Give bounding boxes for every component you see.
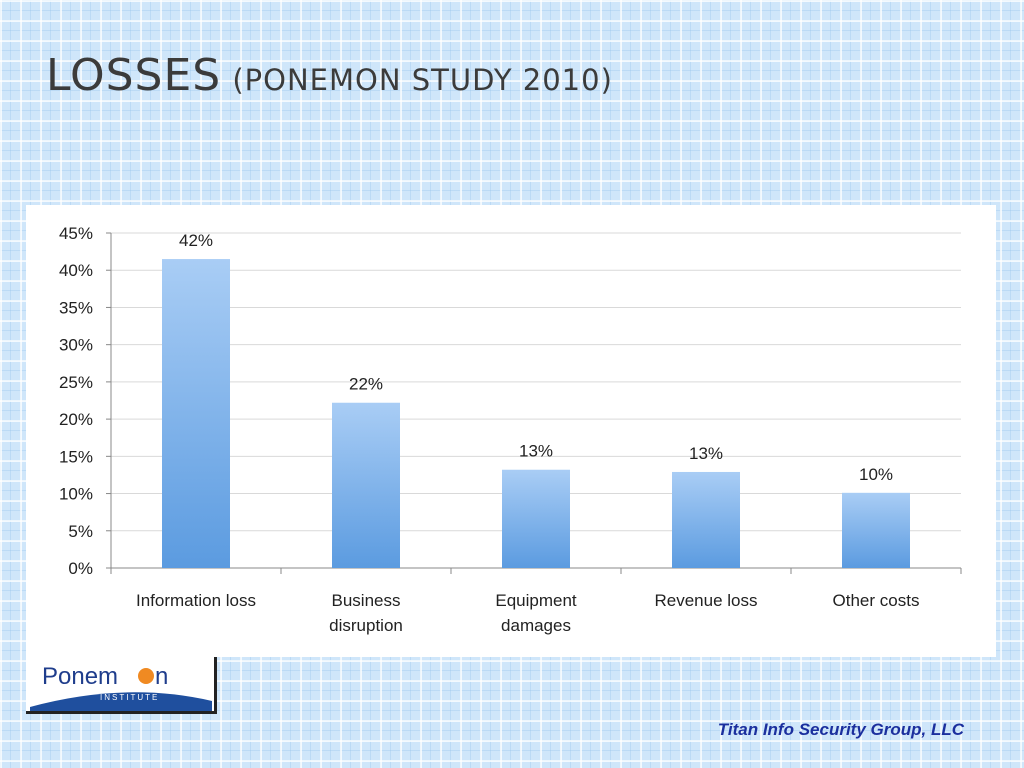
data-label: 22% bbox=[349, 375, 383, 394]
y-tick-label: 45% bbox=[59, 224, 93, 243]
ponemon-logo-graphic: Ponem n INSTITUTE bbox=[30, 663, 212, 711]
data-label: 42% bbox=[179, 231, 213, 250]
logo-text-left: Ponem bbox=[42, 663, 118, 690]
bar-chart: 0% 5% 10% 15% 20% 25% 30% 35% 40% 45% 42% Informati… bbox=[59, 224, 962, 635]
x-category-label: Other costs bbox=[833, 591, 920, 610]
data-label: 13% bbox=[689, 444, 723, 463]
chart-panel: 0% 5% 10% 15% 20% 25% 30% 35% 40% 45% 42% Informati… bbox=[26, 205, 996, 657]
data-label: 10% bbox=[859, 465, 893, 484]
labels: 0% 5% 10% 15% 20% 25% 30% 35% 40% 45% 42% Informati… bbox=[59, 224, 919, 635]
data-label: 13% bbox=[519, 442, 553, 461]
bars bbox=[162, 259, 910, 568]
y-tick-label: 40% bbox=[59, 261, 93, 280]
bar bbox=[502, 469, 570, 568]
slide-title-sub: (Ponemon study 2010) bbox=[232, 63, 613, 97]
y-tick-label: 35% bbox=[59, 298, 93, 317]
slide-title: Losses (Ponemon study 2010) bbox=[46, 50, 613, 101]
gridlines bbox=[111, 232, 961, 532]
y-tick-label: 0% bbox=[68, 559, 93, 578]
bar bbox=[842, 492, 910, 568]
logo-sun-icon bbox=[138, 668, 154, 684]
logo-swoosh bbox=[30, 692, 212, 711]
y-tick-label: 15% bbox=[59, 447, 93, 466]
bar bbox=[672, 471, 740, 568]
ponemon-logo: Ponem n INSTITUTE bbox=[26, 657, 217, 714]
x-category-label: damages bbox=[501, 616, 571, 635]
slide-title-main: Losses bbox=[46, 50, 222, 101]
y-tick-label: 10% bbox=[59, 485, 93, 504]
logo-text-right: n bbox=[155, 663, 168, 690]
y-tick-label: 5% bbox=[68, 522, 93, 541]
bar bbox=[162, 259, 230, 568]
x-category-label: Business bbox=[332, 591, 401, 610]
x-category-label: disruption bbox=[329, 616, 403, 635]
y-tick-label: 20% bbox=[59, 410, 93, 429]
logo-subtitle: INSTITUTE bbox=[100, 693, 159, 702]
x-category-label: Revenue loss bbox=[654, 591, 757, 610]
x-category-label: Information loss bbox=[136, 591, 256, 610]
bar bbox=[332, 402, 400, 568]
y-tick-label: 30% bbox=[59, 336, 93, 355]
footer-company: Titan Info Security Group, LLC bbox=[717, 720, 964, 739]
x-category-label: Equipment bbox=[495, 591, 577, 610]
y-tick-label: 25% bbox=[59, 373, 93, 392]
